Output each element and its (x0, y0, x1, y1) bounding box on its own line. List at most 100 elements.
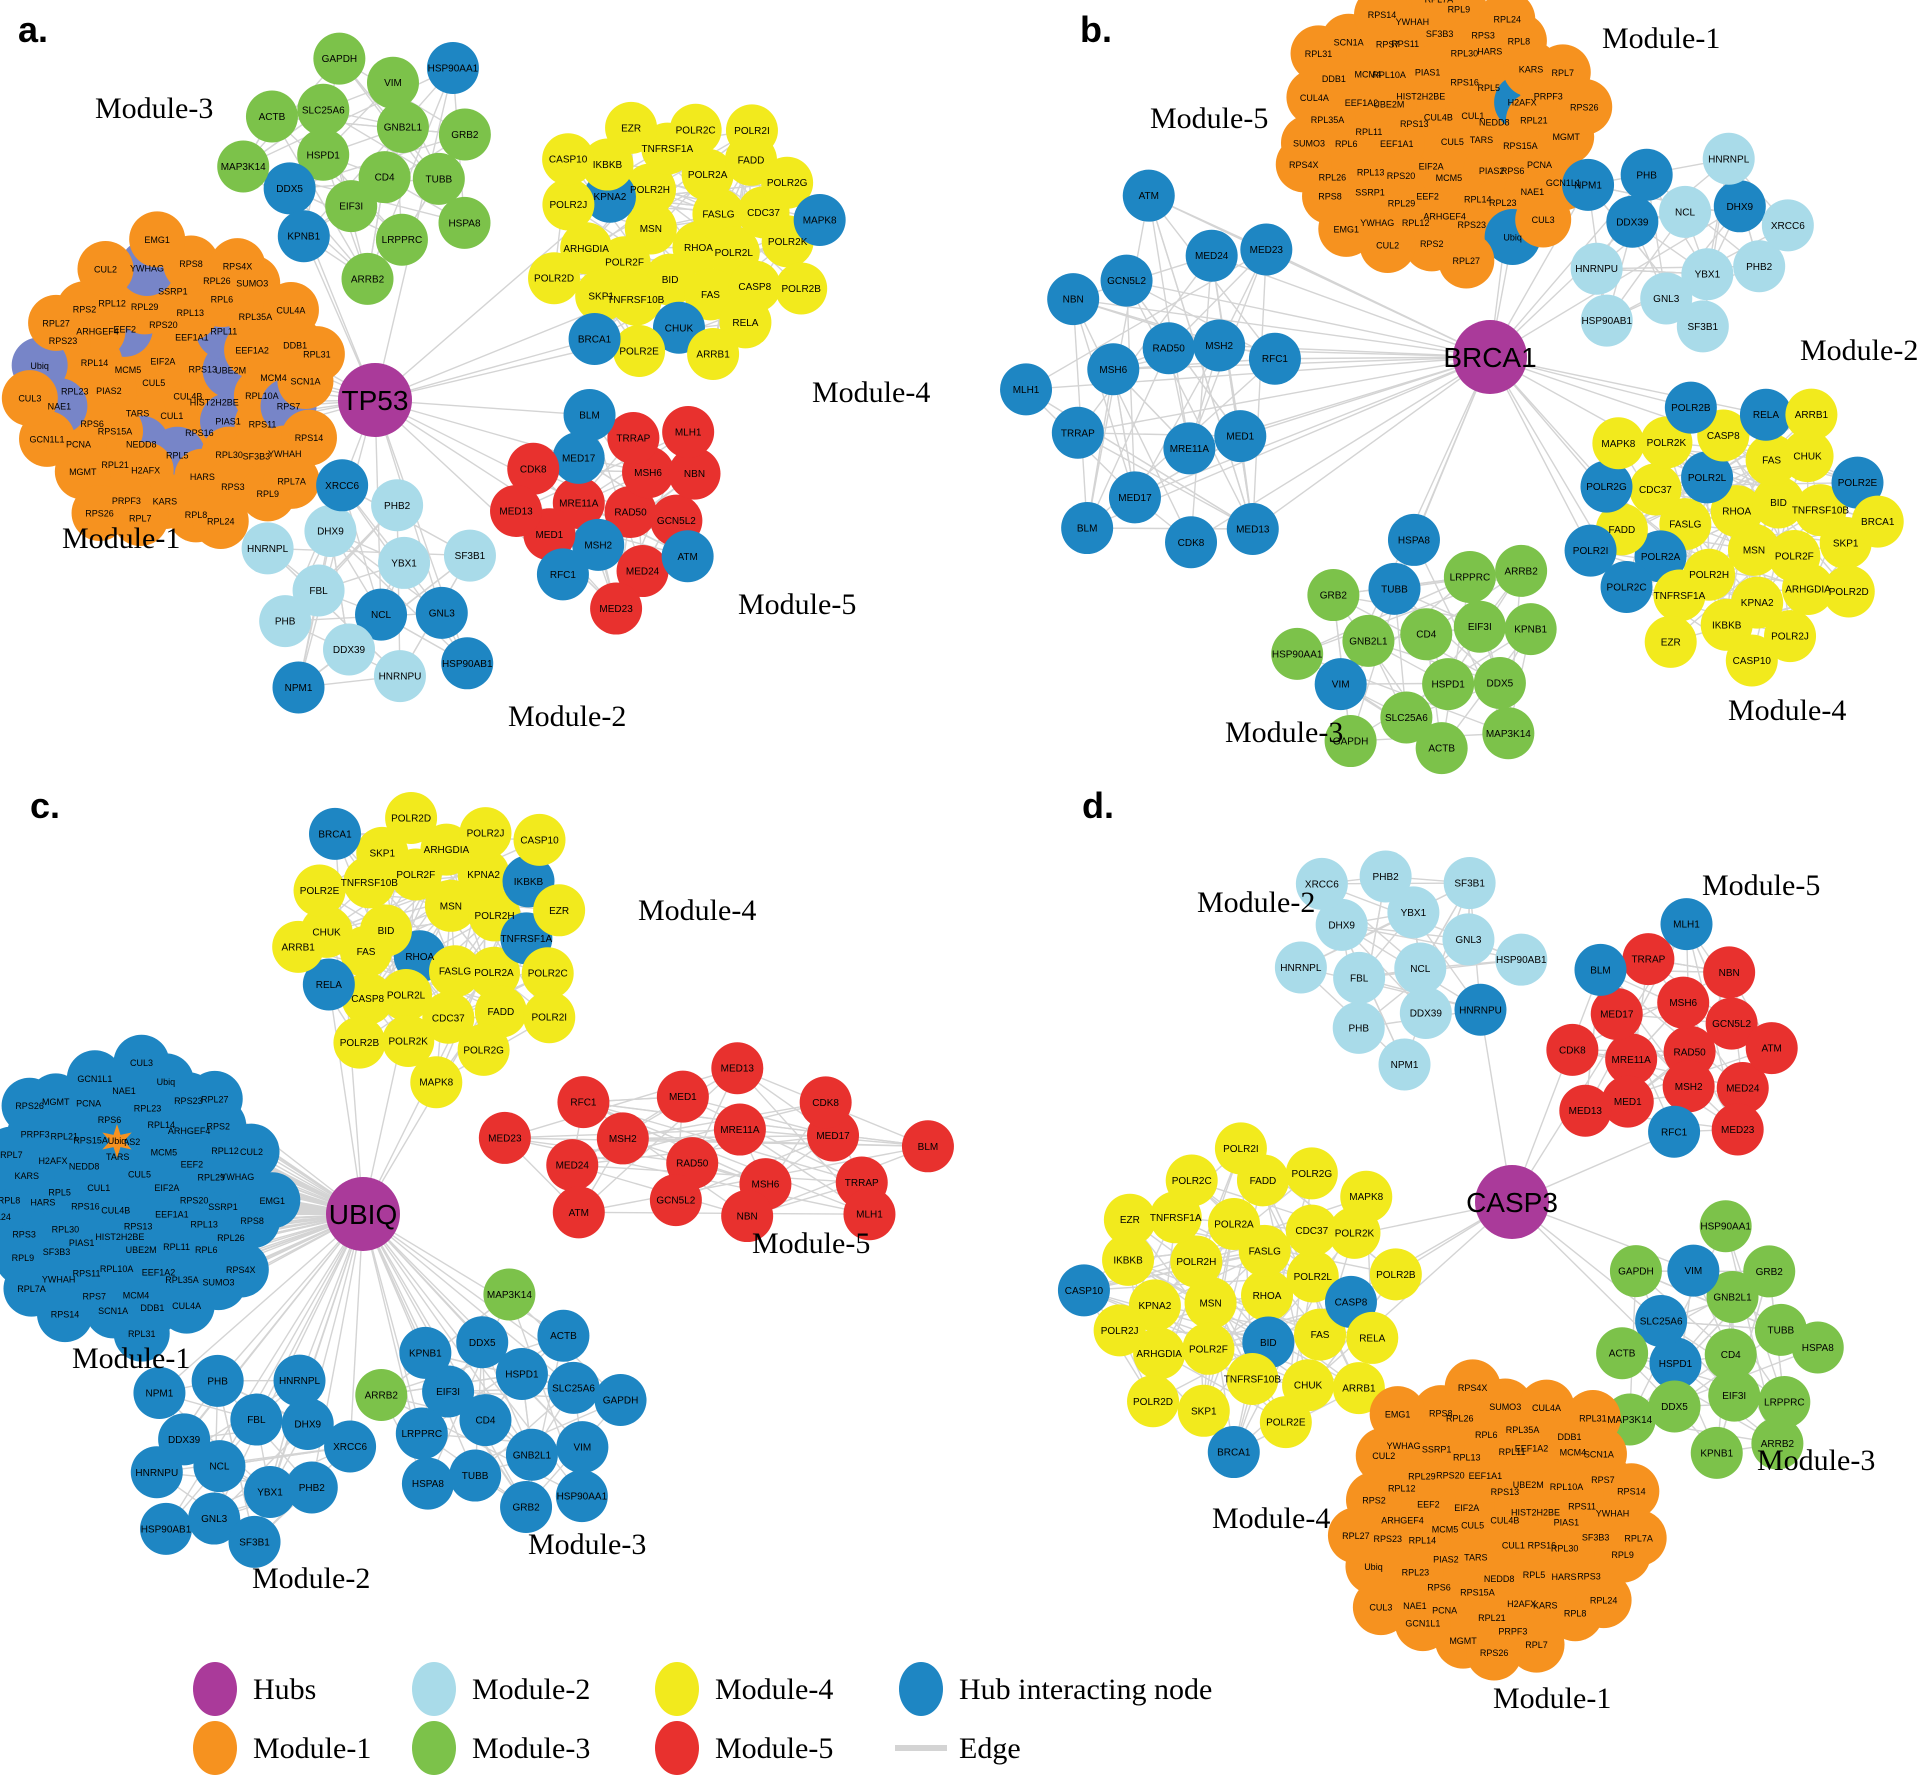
node-HNRNPU[interactable] (1454, 983, 1507, 1036)
node-ATM[interactable] (661, 530, 714, 583)
node-CUL3[interactable] (1352, 1579, 1409, 1636)
node-TUBB[interactable] (449, 1449, 502, 1502)
node-CHUK[interactable] (1781, 430, 1834, 483)
node-HNRNPU[interactable] (1570, 242, 1623, 295)
node-RHOA[interactable] (1710, 485, 1763, 538)
node-RPL24[interactable] (1575, 1572, 1632, 1629)
node-POLR2J[interactable] (1093, 1304, 1146, 1357)
node-POLR2A[interactable] (1207, 1198, 1260, 1250)
node-YBX1[interactable] (378, 536, 431, 589)
node-RPS4X[interactable] (1444, 1359, 1501, 1416)
node-GNB2L1[interactable] (376, 100, 429, 153)
node-MSH2[interactable] (1662, 1060, 1715, 1113)
node-HSPA8[interactable] (1791, 1321, 1844, 1374)
node-RPS14[interactable] (1603, 1463, 1660, 1520)
node-HNRNPL[interactable] (241, 522, 294, 575)
node-CDK8[interactable] (799, 1076, 852, 1129)
node-MED24[interactable] (546, 1139, 599, 1192)
node-PHB[interactable] (1332, 1001, 1385, 1054)
node-HSP90AB1[interactable] (1495, 933, 1548, 986)
node-XRCC6[interactable] (316, 459, 369, 512)
node-BRCA1[interactable] (568, 312, 621, 365)
node-XRCC6[interactable] (324, 1420, 377, 1473)
node-TRRAP[interactable] (1622, 933, 1675, 986)
node-BRCA1[interactable] (309, 807, 362, 860)
node-VIM[interactable] (556, 1421, 609, 1474)
node-RPL31[interactable] (1564, 1390, 1621, 1447)
node-GNB2L1[interactable] (505, 1428, 558, 1481)
node-CUL4A[interactable] (262, 281, 319, 338)
node-ATM[interactable] (1745, 1022, 1798, 1075)
node-ACTB[interactable] (245, 90, 298, 143)
node-HNRNPU[interactable] (373, 650, 426, 703)
node-ARRB1[interactable] (687, 327, 740, 380)
node-POLR2L[interactable] (380, 968, 433, 1021)
node-MAP3K14[interactable] (217, 140, 270, 193)
node-SLC25A6[interactable] (297, 83, 350, 136)
node-EIF3I[interactable] (325, 180, 378, 233)
node-RPL27[interactable] (1327, 1507, 1384, 1564)
node-POLR2E[interactable] (293, 864, 346, 917)
node-RPL7A[interactable] (1610, 1510, 1667, 1567)
node-POLR2D[interactable] (1822, 565, 1875, 618)
node-RAD50[interactable] (604, 485, 657, 538)
node-MLH1[interactable] (662, 406, 715, 459)
node-MED17[interactable] (1108, 471, 1161, 524)
node-MLH1[interactable] (1000, 363, 1053, 416)
node-CDC37[interactable] (422, 991, 475, 1044)
node-ARHGDIA[interactable] (1781, 562, 1834, 615)
node-FAS[interactable] (340, 925, 393, 978)
node-CDC37[interactable] (1629, 463, 1682, 516)
node-RPL24[interactable] (192, 493, 249, 550)
node-DDX5[interactable] (456, 1316, 509, 1369)
node-HSPA8[interactable] (438, 196, 491, 249)
node-FASLG[interactable] (429, 945, 482, 998)
node-RPL7[interactable] (112, 490, 169, 547)
node-GRB2[interactable] (500, 1480, 553, 1533)
node-HSPA8[interactable] (1387, 513, 1440, 566)
node-RPS4X[interactable] (1275, 136, 1332, 193)
node-LRPPRC[interactable] (375, 213, 428, 266)
node-GNL3[interactable] (415, 586, 468, 639)
node-CD4[interactable] (1704, 1328, 1757, 1381)
node-CUL4A[interactable] (158, 1277, 215, 1334)
node-MED23[interactable] (1711, 1103, 1764, 1156)
node-CD4[interactable] (459, 1394, 512, 1447)
node-DDX39[interactable] (1399, 987, 1452, 1040)
node-CASP10[interactable] (513, 813, 566, 866)
node-MSH6[interactable] (1087, 343, 1140, 396)
node-POLR2B[interactable] (333, 1016, 386, 1069)
node-POLR2D[interactable] (1127, 1375, 1180, 1428)
node-BLM[interactable] (901, 1120, 954, 1173)
node-POLR2C[interactable] (1600, 560, 1653, 613)
node-RPL7A[interactable] (3, 1260, 60, 1317)
node-ACTB[interactable] (1415, 722, 1468, 775)
node-GNL3[interactable] (188, 1492, 241, 1545)
node-SF3B1[interactable] (443, 529, 496, 582)
node-POLR2L[interactable] (1681, 451, 1734, 504)
node-CASP10[interactable] (1057, 1264, 1110, 1317)
node-GRB2[interactable] (438, 108, 491, 161)
node-HSPD1[interactable] (1649, 1337, 1702, 1390)
node-GNB2L1[interactable] (1342, 614, 1395, 667)
node-MED17[interactable] (552, 431, 605, 484)
node-RFC1[interactable] (1248, 332, 1301, 385)
node-MED13[interactable] (490, 484, 543, 537)
node-CASP10[interactable] (542, 133, 595, 186)
node-ARHGDIA[interactable] (420, 823, 473, 876)
node-ARHGDIA[interactable] (1133, 1327, 1186, 1380)
node-POLR2G[interactable] (761, 156, 814, 209)
node-GAPDH[interactable] (1324, 715, 1377, 768)
node-MLH1[interactable] (1660, 898, 1713, 951)
node-MED24[interactable] (1185, 229, 1238, 282)
node-YBX1[interactable] (1681, 248, 1734, 301)
node-PHB[interactable] (191, 1354, 244, 1407)
node-RAD50[interactable] (1142, 322, 1195, 375)
node-MED23[interactable] (1240, 223, 1293, 276)
node-PHB2[interactable] (371, 479, 424, 532)
node-TUBB[interactable] (1368, 562, 1421, 615)
node-HSPD1[interactable] (495, 1347, 548, 1400)
node-POLR2I[interactable] (1564, 524, 1617, 577)
node-RELA[interactable] (1739, 388, 1792, 441)
node-MSN[interactable] (1184, 1276, 1237, 1329)
